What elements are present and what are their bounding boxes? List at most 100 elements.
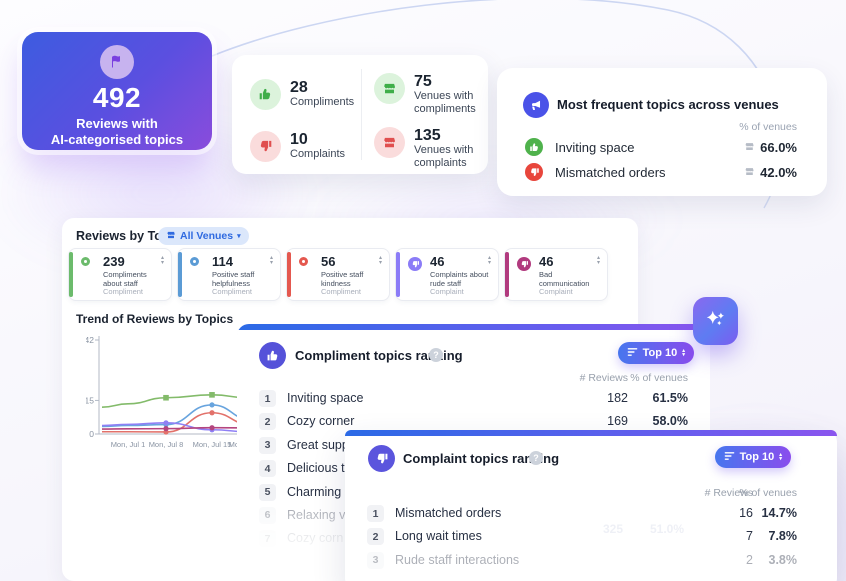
topic-label: Mismatched orders xyxy=(555,164,666,180)
topic-card[interactable]: 46 Bad communication Complaint ▴ ▾ xyxy=(504,248,608,301)
rank-percent-value: 61.5% xyxy=(652,391,688,405)
x-tick-label: Mon, Jul 1 xyxy=(111,440,146,449)
data-marker xyxy=(163,426,169,432)
x-tick-label: Mon, Jul 15 xyxy=(193,440,232,449)
sort-carets-icon[interactable]: ▴ ▾ xyxy=(596,255,600,266)
ranking-row[interactable]: 7 Cozy corn xyxy=(237,527,710,550)
sort-lines-icon xyxy=(724,451,735,464)
sparkles-icon xyxy=(703,306,729,337)
topic-count: 239 xyxy=(103,254,125,269)
percent-value: 42.0% xyxy=(760,164,797,180)
megaphone-icon xyxy=(523,92,549,118)
trend-title: Trend of Reviews by Topics xyxy=(76,312,234,326)
frequent-topic-row: Mismatched orders 42.0% xyxy=(525,161,797,183)
topic-ring-icon xyxy=(299,257,308,266)
frequent-topic-row: Inviting space 66.0% xyxy=(525,136,797,158)
ai-sparkles-button[interactable] xyxy=(693,297,738,345)
sort-carets-icon: ▴ ▾ xyxy=(779,451,782,462)
thumbs-up-icon xyxy=(259,342,286,369)
rank-topic-label: Inviting space xyxy=(287,391,364,405)
stat-item: 10 Complaints xyxy=(250,131,345,162)
rank-badge: 1 xyxy=(259,390,276,407)
ranking-row[interactable]: 6 Relaxing v xyxy=(237,504,710,527)
top-10-filter[interactable]: Top 10 ▴ ▾ xyxy=(714,446,791,468)
rank-topic-label: Long wait times xyxy=(395,529,482,544)
venue-filter-dropdown[interactable]: All Venues ▾ xyxy=(158,227,249,245)
ranking-row[interactable]: 2 Cozy corner 169 58.0% xyxy=(237,410,710,433)
complaint-ranking-title: Complaint topics ranking xyxy=(403,451,560,466)
rank-reviews-value: 182 xyxy=(607,391,628,405)
percent-column-header: % of venues xyxy=(739,487,797,499)
rank-topic-label: Cozy corner xyxy=(287,414,355,429)
sort-carets-icon: ▴ ▾ xyxy=(682,347,685,358)
hero-subtitle-line1: Reviews with xyxy=(76,116,158,131)
topic-card[interactable]: 114 Positive staff helpfulness Compliment ▴… xyxy=(177,248,281,301)
storefront-icon xyxy=(744,140,755,155)
stat-label: Compliments xyxy=(290,96,355,108)
ranking-row[interactable]: 5 Charming xyxy=(237,481,710,504)
topic-count: 56 xyxy=(321,254,336,269)
ranking-row[interactable]: 3 Rude staff interactions 2 3.8% xyxy=(345,549,837,572)
sort-carets-icon[interactable]: ▴ ▾ xyxy=(378,255,382,266)
reviews-column-header: # Reviews xyxy=(579,372,628,384)
gradient-top-bar xyxy=(345,430,837,436)
topic-count: 114 xyxy=(212,254,233,269)
thumbs-down-icon xyxy=(517,257,531,271)
data-marker xyxy=(209,425,215,431)
complaint-ranking-card: Complaint topics ranking ? Top 10 ▴ ▾ # R… xyxy=(345,430,837,581)
x-tick-label: Mon, Jul 8 xyxy=(149,440,184,449)
storefront-icon xyxy=(744,165,755,180)
y-tick-label: 15 xyxy=(86,395,94,405)
storefront-icon xyxy=(166,230,176,243)
topic-category: Complaint xyxy=(539,287,573,296)
top-10-filter[interactable]: Top 10 ▴ ▾ xyxy=(617,342,694,364)
reviews-summary-card: 492 Reviews with AI-categorised topics xyxy=(22,32,212,150)
ranking-row[interactable]: 1 Inviting space 182 61.5% xyxy=(237,387,710,410)
topic-ring-icon xyxy=(190,257,199,266)
rank-badge: 3 xyxy=(259,436,276,454)
rank-topic-label: Cozy corn xyxy=(287,531,344,546)
rank-badge: 7 xyxy=(259,530,276,548)
topic-card[interactable]: 46 Complaints about rude staff Complaint ▴ ▾ xyxy=(395,248,499,301)
rank-badge: 4 xyxy=(259,460,276,478)
sort-carets-icon[interactable]: ▴ ▾ xyxy=(160,255,164,266)
question-icon[interactable]: ? xyxy=(429,348,443,362)
stat-item: 28 Compliments xyxy=(250,79,354,110)
rank-badge: 5 xyxy=(259,483,276,501)
percent-column-header: % of venues xyxy=(630,372,688,384)
topic-card[interactable]: 56 Positive staff kindness Compliment ▴ ▾ xyxy=(286,248,390,301)
rank-reviews-value: 16 xyxy=(739,506,753,520)
reviews-column-header: # Reviews xyxy=(704,487,753,499)
rank-percent-value: 14.7% xyxy=(761,506,797,520)
compliment-ranking-title: Compliment topics ranking xyxy=(295,348,463,363)
thumbs-down-icon xyxy=(368,445,395,472)
rank-badge: 2 xyxy=(367,528,384,546)
compliments-complaints-card: 28 Compliments 10 Complaints 75 Venues with c… xyxy=(232,55,488,174)
stat-value: 28 xyxy=(290,79,308,96)
rank-percent-value: 58.0% xyxy=(652,414,688,429)
stat-value: 75 xyxy=(414,73,432,90)
question-icon[interactable]: ? xyxy=(529,451,543,465)
topic-category: Compliment xyxy=(321,287,362,296)
ranking-row[interactable]: 2 Long wait times 7 7.8% xyxy=(345,525,837,548)
topic-ring-icon xyxy=(81,257,90,266)
rank-reviews-value: 7 xyxy=(746,529,753,544)
stat-text: 10 Complaints xyxy=(290,131,345,162)
topic-card[interactable]: 239 Compliments about staff Compliment ▴ ▾ xyxy=(68,248,172,301)
rank-reviews-value: 169 xyxy=(607,414,628,429)
topic-count: 46 xyxy=(430,254,445,269)
sort-carets-icon[interactable]: ▴ ▾ xyxy=(487,255,491,266)
thumbs-down-icon xyxy=(525,163,543,181)
topic-label: Bad communication xyxy=(539,270,590,288)
rank-topic-label: Rude staff interactions xyxy=(395,552,520,567)
storefront-icon xyxy=(374,127,405,158)
data-marker xyxy=(163,394,169,401)
rank-topic-label: Relaxing v xyxy=(287,507,346,522)
data-marker xyxy=(209,410,215,416)
y-tick-label: 42 xyxy=(86,335,94,345)
sort-carets-icon[interactable]: ▴ ▾ xyxy=(269,255,273,266)
hero-subtitle-line2: AI-categorised topics xyxy=(50,132,184,147)
percent-value: 66.0% xyxy=(760,139,797,155)
ranking-row[interactable]: 1 Mismatched orders 16 14.7% xyxy=(345,502,837,525)
ranking-row[interactable]: 4 Delicious t xyxy=(237,457,710,480)
